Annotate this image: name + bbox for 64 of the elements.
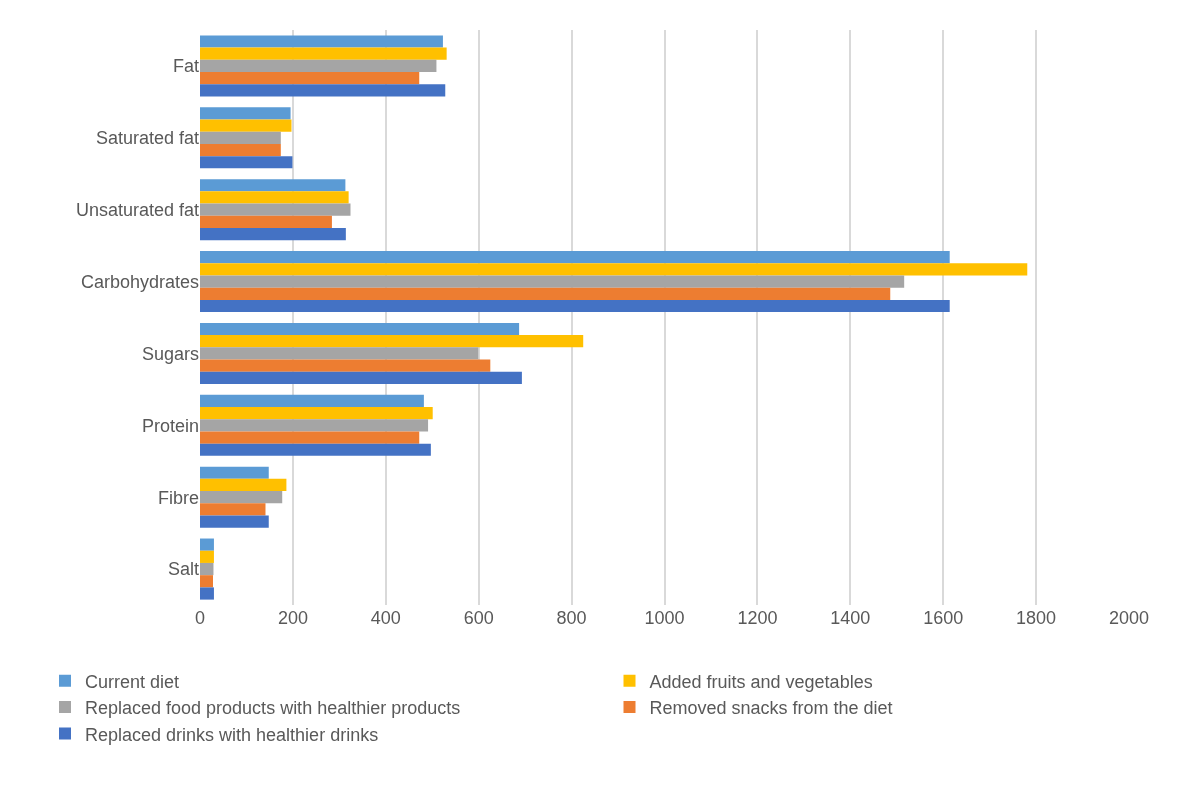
bar [200, 179, 346, 192]
bar [200, 275, 905, 288]
bar [200, 59, 437, 73]
x-tick-label: 2000 [1108, 608, 1150, 628]
bar [200, 491, 283, 504]
bar [200, 406, 433, 420]
x-tick-label: 1400 [830, 608, 871, 628]
bar [200, 431, 420, 444]
x-tick-label: 1600 [923, 608, 964, 628]
y-tick-label: Sugars [141, 343, 199, 364]
bar [200, 419, 429, 432]
legend-label: Replaced drinks with healthier drinks [85, 724, 379, 745]
bar [200, 84, 446, 97]
bar [200, 251, 950, 264]
bar [200, 191, 349, 204]
bar [200, 47, 447, 60]
bar [200, 203, 351, 216]
bar [200, 143, 281, 157]
legend-label: Replaced food products with healthier products [85, 698, 461, 719]
bar [200, 347, 479, 360]
y-tick-label: Saturated fat [95, 128, 199, 149]
bar [200, 35, 443, 48]
bar [200, 335, 584, 348]
bar [200, 72, 420, 85]
bar [200, 107, 291, 120]
bar [200, 156, 293, 169]
bar [200, 587, 214, 600]
bar [200, 562, 214, 576]
y-tick-label: Salt [167, 559, 199, 580]
y-tick-label: Fibre [157, 487, 199, 508]
x-tick-label: 1800 [1016, 608, 1057, 628]
x-tick-label: 600 [463, 608, 494, 628]
bar [200, 287, 891, 300]
bar [200, 538, 214, 551]
legend-label: Added fruits and vegetables [649, 671, 873, 692]
bar [200, 359, 491, 372]
bar [200, 503, 266, 516]
y-tick-label: Protein [141, 415, 199, 436]
y-tick-label: Fat [172, 56, 199, 77]
y-tick-label: Carbohydrates [80, 271, 199, 292]
bar [200, 131, 281, 144]
x-tick-label: 800 [556, 608, 587, 628]
legend-label: Current diet [85, 671, 180, 692]
x-tick-label: 200 [277, 608, 308, 628]
bar [200, 215, 332, 229]
bar [200, 466, 269, 479]
bar [200, 575, 214, 588]
bar [200, 228, 346, 241]
bar [200, 550, 214, 563]
bar [200, 443, 431, 456]
x-tick-label: 0 [194, 608, 206, 628]
x-tick-label: 1000 [644, 608, 685, 628]
bar [200, 263, 1028, 276]
legend-label: Removed snacks from the diet [649, 698, 893, 719]
bar [200, 322, 520, 336]
x-tick-label: 400 [370, 608, 401, 628]
bar [200, 515, 269, 528]
bar [200, 371, 522, 384]
bar [200, 299, 950, 313]
x-tick-label: 1200 [737, 608, 778, 628]
y-tick-label: Unsaturated fat [75, 199, 199, 220]
bar [200, 119, 292, 132]
bar [200, 478, 287, 492]
bar [200, 394, 424, 407]
